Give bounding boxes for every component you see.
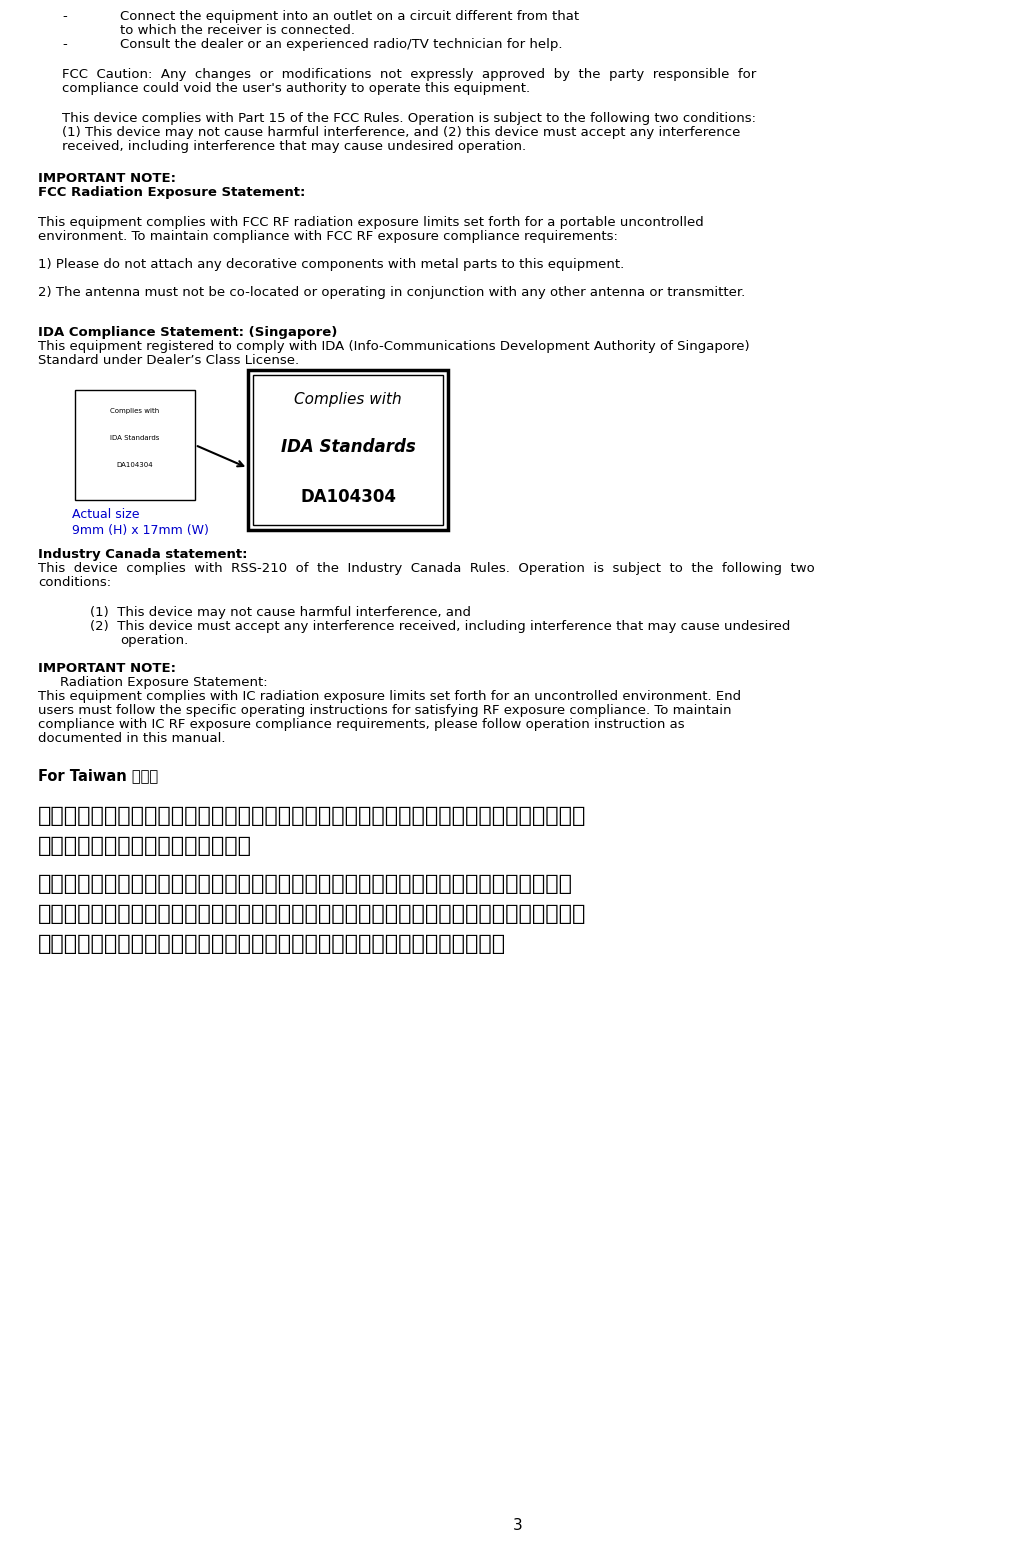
Text: 9mm (H) x 17mm (W): 9mm (H) x 17mm (W) (72, 523, 209, 538)
Text: 功率射頻電機須忍受合法通信或工業、科學及醫療用電波輺射性電機設備之幹擾: 功率射頻電機須忍受合法通信或工業、科學及醫療用電波輺射性電機設備之幹擾 (38, 933, 506, 953)
Text: 用，並改善至無幹擾時方得繼續使用。前項合法通信，指依電信法規定作業之無線電通信。低: 用，並改善至無幹擾時方得繼續使用。前項合法通信，指依電信法規定作業之無線電通信。… (38, 904, 587, 924)
Text: (1) This device may not cause harmful interference, and (2) this device must acc: (1) This device may not cause harmful in… (62, 126, 740, 139)
Text: environment. To maintain compliance with FCC RF exposure compliance requirements: environment. To maintain compliance with… (38, 231, 618, 243)
Text: Standard under Dealer’s Class License.: Standard under Dealer’s Class License. (38, 354, 299, 368)
Text: Actual size: Actual size (72, 508, 140, 520)
Text: compliance could void the user's authority to operate this equipment.: compliance could void the user's authori… (62, 83, 530, 95)
Text: operation.: operation. (120, 634, 188, 647)
Text: (1)  This device may not cause harmful interference, and: (1) This device may not cause harmful in… (90, 606, 471, 619)
Text: Complies with: Complies with (294, 393, 402, 407)
Text: 經型式認證合格之低功率射頻電機，非經許可，公司、商號或使用者均不得擅自變更頻率、加: 經型式認證合格之低功率射頻電機，非經許可，公司、商號或使用者均不得擅自變更頻率、… (38, 805, 587, 826)
Text: to which the receiver is connected.: to which the receiver is connected. (120, 23, 355, 37)
Text: DA104304: DA104304 (300, 488, 396, 506)
Text: received, including interference that may cause undesired operation.: received, including interference that ma… (62, 140, 526, 153)
Text: -: - (62, 9, 66, 23)
Text: IDA Standards: IDA Standards (280, 438, 415, 456)
Text: This  device  complies  with  RSS-210  of  the  Industry  Canada  Rules.  Operat: This device complies with RSS-210 of the… (38, 562, 815, 575)
Text: IMPORTANT NOTE:: IMPORTANT NOTE: (38, 171, 176, 185)
Text: FCC Radiation Exposure Statement:: FCC Radiation Exposure Statement: (38, 185, 305, 199)
Bar (248, 369, 448, 530)
Text: This device complies with Part 15 of the FCC Rules. Operation is subject to the : This device complies with Part 15 of the… (62, 112, 756, 125)
Text: compliance with IC RF exposure compliance requirements, please follow operation : compliance with IC RF exposure complianc… (38, 718, 684, 731)
Text: users must follow the specific operating instructions for satisfying RF exposure: users must follow the specific operating… (38, 704, 732, 717)
Text: This equipment complies with FCC RF radiation exposure limits set forth for a po: This equipment complies with FCC RF radi… (38, 217, 704, 229)
Text: This equipment registered to comply with IDA (Info-Communications Development Au: This equipment registered to comply with… (38, 340, 749, 354)
Text: This equipment complies with IC radiation exposure limits set forth for an uncon: This equipment complies with IC radiatio… (38, 690, 741, 703)
Text: Industry Canada statement:: Industry Canada statement: (38, 548, 247, 561)
Text: 1) Please do not attach any decorative components with metal parts to this equip: 1) Please do not attach any decorative c… (38, 259, 624, 271)
Text: 2) The antenna must not be co-located or operating in conjunction with any other: 2) The antenna must not be co-located or… (38, 287, 745, 299)
Text: Radiation Exposure Statement:: Radiation Exposure Statement: (60, 676, 268, 689)
Text: IMPORTANT NOTE:: IMPORTANT NOTE: (38, 662, 176, 675)
Text: DA104304: DA104304 (117, 463, 153, 467)
Text: IDA Compliance Statement: (Singapore): IDA Compliance Statement: (Singapore) (38, 326, 337, 340)
Bar (75, 390, 195, 500)
Text: documented in this manual.: documented in this manual. (38, 732, 226, 745)
Text: Complies with: Complies with (111, 408, 159, 414)
Text: conditions:: conditions: (38, 576, 111, 589)
Text: (2)  This device must accept any interference received, including interference t: (2) This device must accept any interfer… (90, 620, 791, 633)
Text: For Taiwan 警語：: For Taiwan 警語： (38, 768, 158, 784)
Text: 大功率或變更原設計之特性及功能。: 大功率或變更原設計之特性及功能。 (38, 837, 252, 855)
Text: -: - (62, 37, 66, 51)
Text: IDA Standards: IDA Standards (111, 435, 159, 441)
Text: 3: 3 (512, 1517, 523, 1533)
Bar (253, 375, 443, 525)
Text: 低功率射頻電機之使用不得影響飛航安全及幹擾合法通信；經發現有幹擾現象時，應立即停: 低功率射頻電機之使用不得影響飛航安全及幹擾合法通信；經發現有幹擾現象時，應立即停 (38, 874, 573, 894)
Text: FCC  Caution:  Any  changes  or  modifications  not  expressly  approved  by  th: FCC Caution: Any changes or modification… (62, 69, 757, 81)
Text: Connect the equipment into an outlet on a circuit different from that: Connect the equipment into an outlet on … (120, 9, 580, 23)
Text: Consult the dealer or an experienced radio/TV technician for help.: Consult the dealer or an experienced rad… (120, 37, 562, 51)
